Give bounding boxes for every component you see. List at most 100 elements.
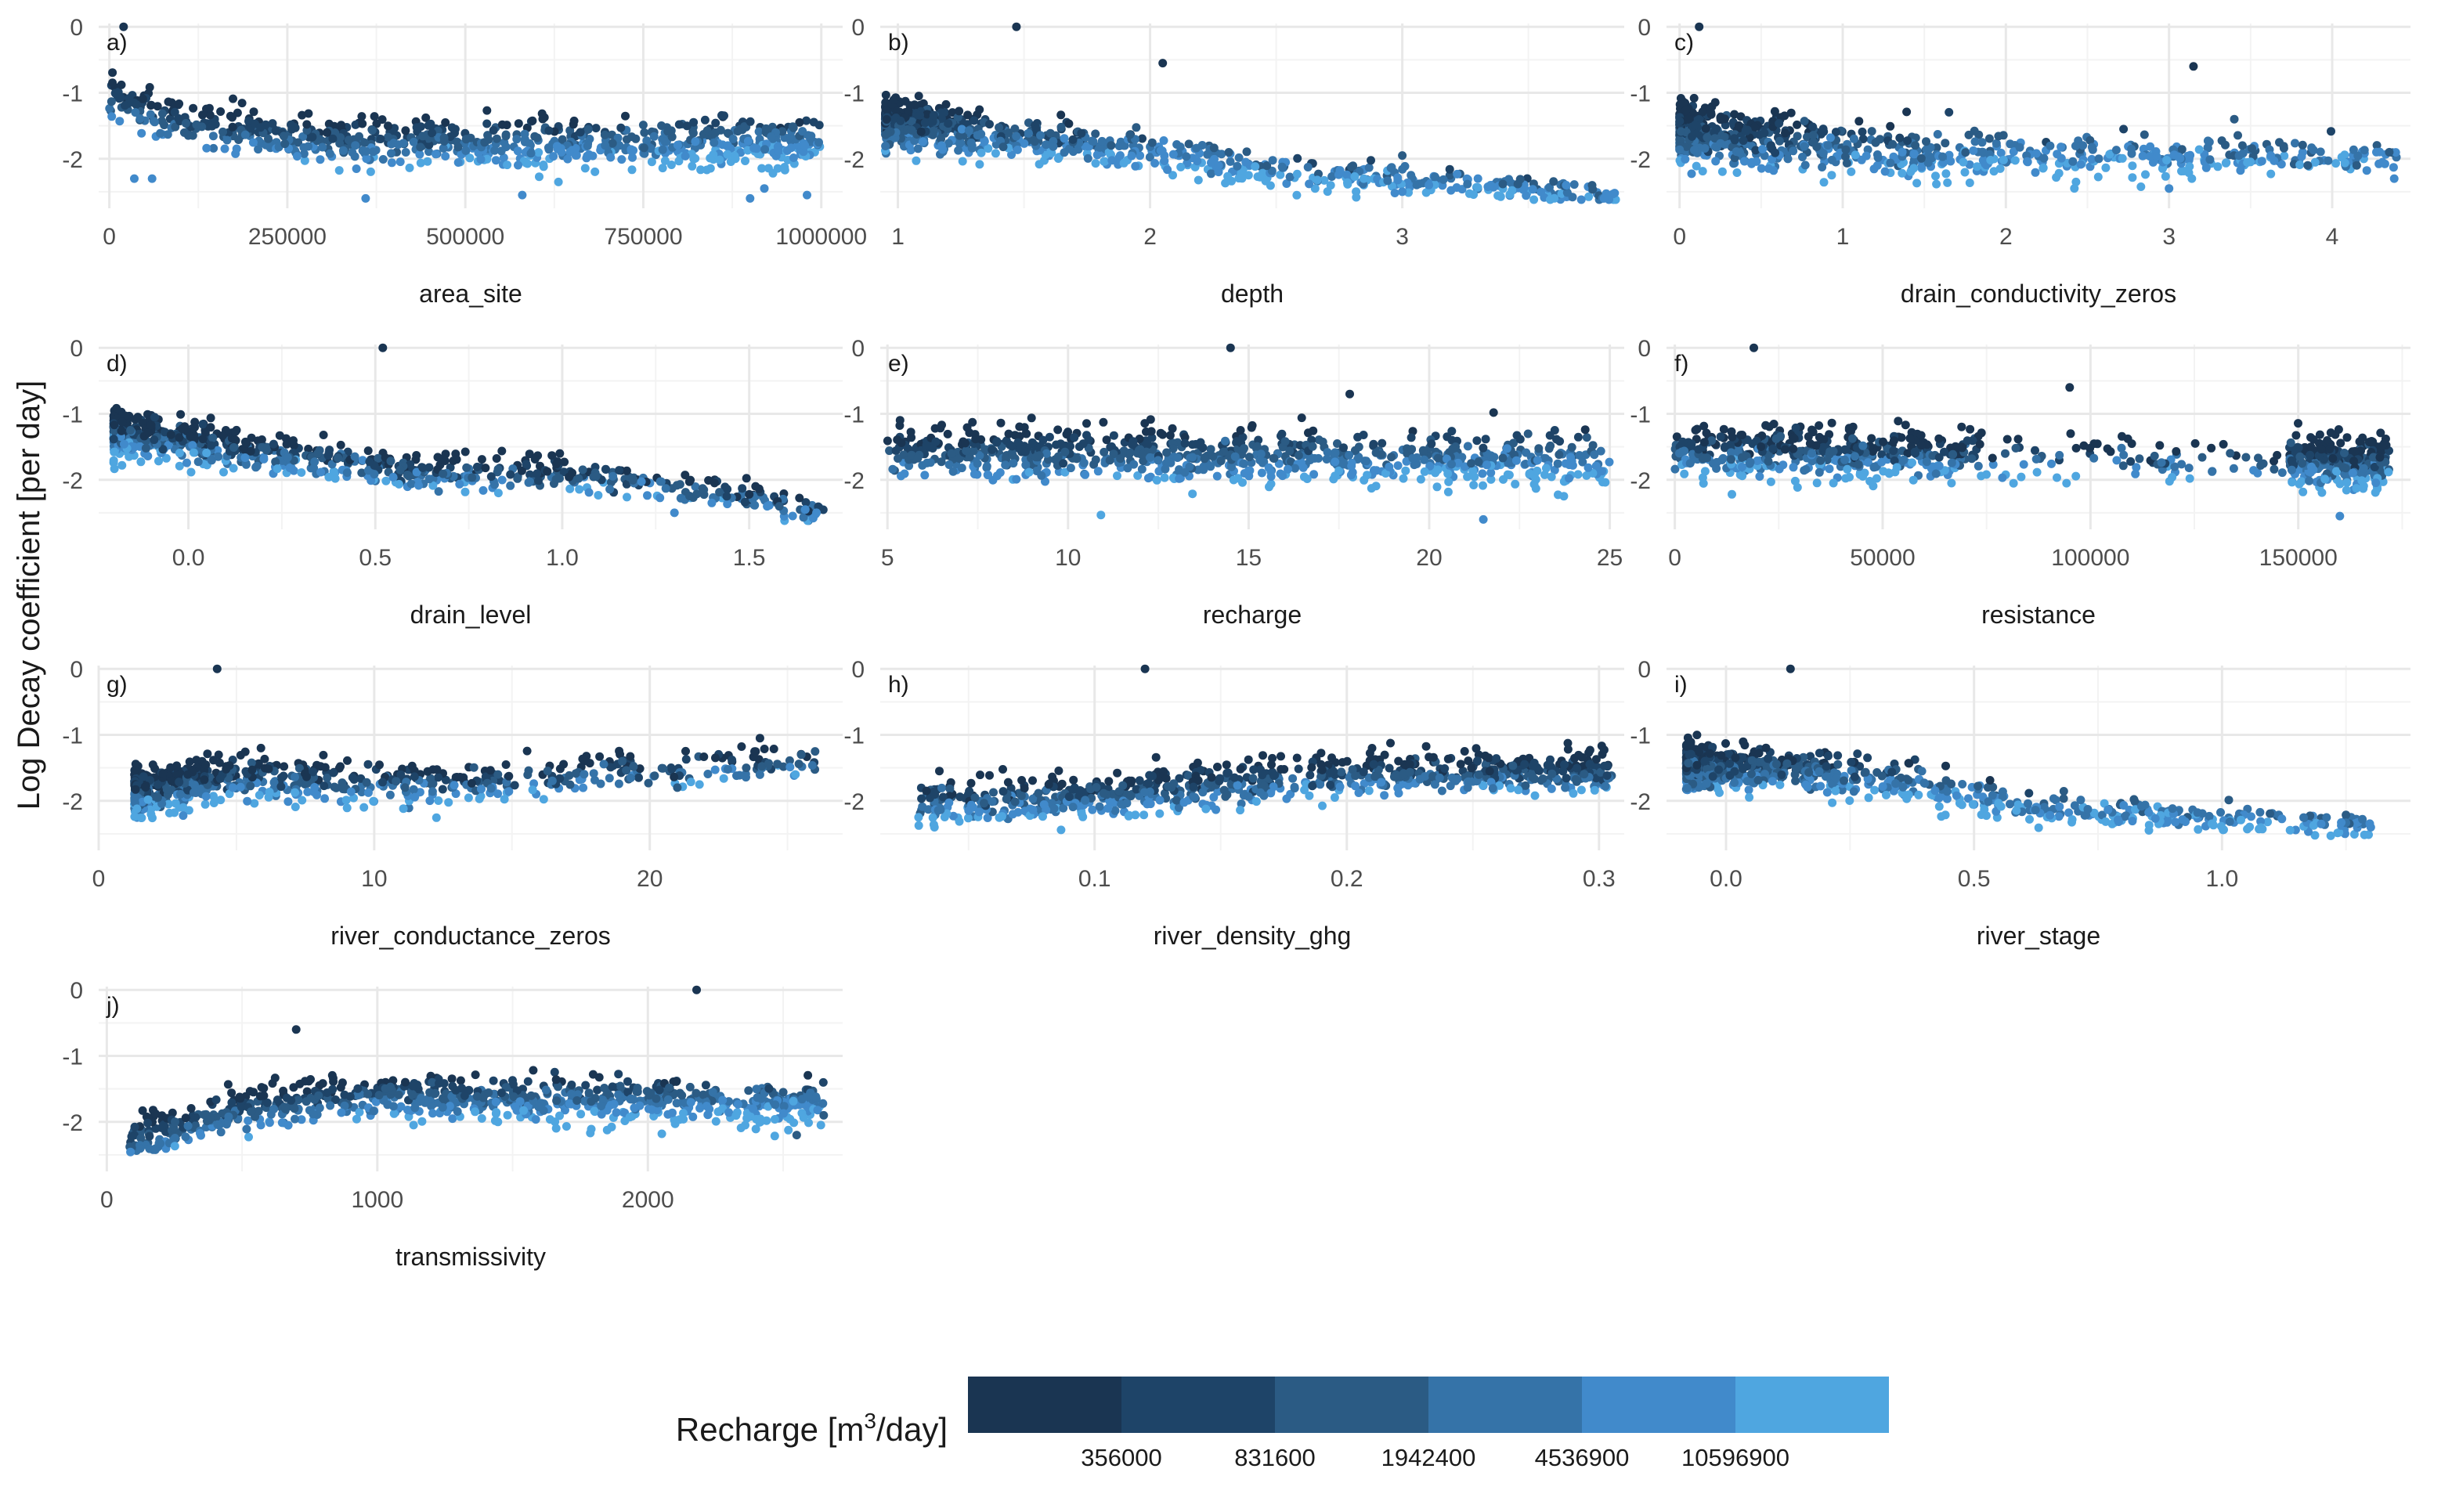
data-point [218,127,227,136]
data-point [2172,447,2181,456]
data-point [204,103,214,113]
data-point [1427,439,1436,449]
data-point [1827,171,1836,180]
data-point [957,464,966,473]
data-point [513,146,522,156]
y-tick-label: 0 [851,336,865,362]
data-point [1331,448,1340,457]
data-point [1808,122,1818,132]
data-point [316,155,325,164]
data-point [2297,152,2306,161]
data-point [1730,110,1739,119]
data-point [1264,463,1273,472]
data-point [334,166,344,175]
data-point [2325,445,2335,454]
data-point [1053,154,1063,163]
data-point [2287,456,2296,465]
data-point [2039,153,2049,163]
data-point [2062,478,2071,488]
data-point [692,489,702,499]
x-axis-label: river_conductance_zeros [330,922,611,950]
data-point [913,453,923,463]
data-point [1932,179,1941,189]
data-point [1716,139,1725,148]
y-tick-label: -1 [62,81,83,107]
data-point-outlier [361,193,370,203]
data-point [2015,143,2024,152]
data-point [1099,417,1108,427]
data-point [1902,107,1912,117]
data-point [182,458,191,467]
data-point-outlier [1479,514,1488,524]
data-point [1565,474,1573,483]
data-point [117,80,126,89]
data-point [1008,450,1017,460]
data-point [1899,455,1909,464]
data-point [1910,447,1919,456]
data-point [2190,438,2200,448]
data-point [1027,413,1036,423]
data-point [992,437,1002,446]
data-point [1771,148,1780,157]
data-point [395,157,405,167]
x-axis-label: recharge [1203,601,1302,629]
data-point [181,119,190,128]
data-point-outlier [760,184,769,193]
data-point [486,472,496,482]
data-point [642,136,652,146]
data-point [426,119,435,128]
data-point [1903,136,1912,146]
data-point [1605,457,1614,467]
data-point [1473,182,1482,192]
data-point [1793,120,1802,129]
x-tick-label: 0 [92,866,106,892]
data-point [2076,160,2085,169]
data-point [1091,129,1100,139]
data-point [1546,441,1555,450]
data-point [919,137,927,146]
data-point [710,138,719,147]
x-tick-label: 10 [361,866,387,892]
data-point [1698,107,1707,117]
data-point [649,132,659,141]
data-point [414,481,423,490]
data-point [1675,117,1685,126]
data-point [539,162,548,171]
data-point [2291,139,2299,148]
data-point [982,462,991,471]
data-point [1160,157,1169,165]
data-point [497,120,507,129]
data-point [889,96,898,104]
data-point [575,485,584,494]
data-point [1214,168,1223,177]
data-point [746,117,755,126]
data-point [775,502,784,511]
data-point [1109,431,1118,440]
data-point [1502,444,1511,453]
data-point [1840,455,1849,464]
data-point [1433,453,1443,463]
data-point [1239,459,1248,468]
data-point [1932,143,1941,153]
data-point-outlier [1398,187,1407,197]
x-tick-label: 1 [1836,224,1850,250]
data-point [1115,151,1125,160]
data-point [1755,472,1764,481]
panel-tag: f) [1674,351,1688,377]
data-point [1305,456,1315,464]
panel-tag: e) [888,351,909,377]
data-point [248,138,258,147]
data-point [1066,464,1075,473]
data-point [1786,108,1796,117]
data-point [2256,461,2266,470]
data-point [304,142,312,151]
data-point [2141,170,2150,179]
data-point [977,148,986,157]
data-point [1739,157,1749,166]
data-point [2320,475,2330,484]
data-point [2013,435,2023,444]
data-point [1416,475,1425,484]
y-tick-label: 0 [1638,336,1651,362]
data-point [881,142,890,150]
data-point [105,104,114,113]
